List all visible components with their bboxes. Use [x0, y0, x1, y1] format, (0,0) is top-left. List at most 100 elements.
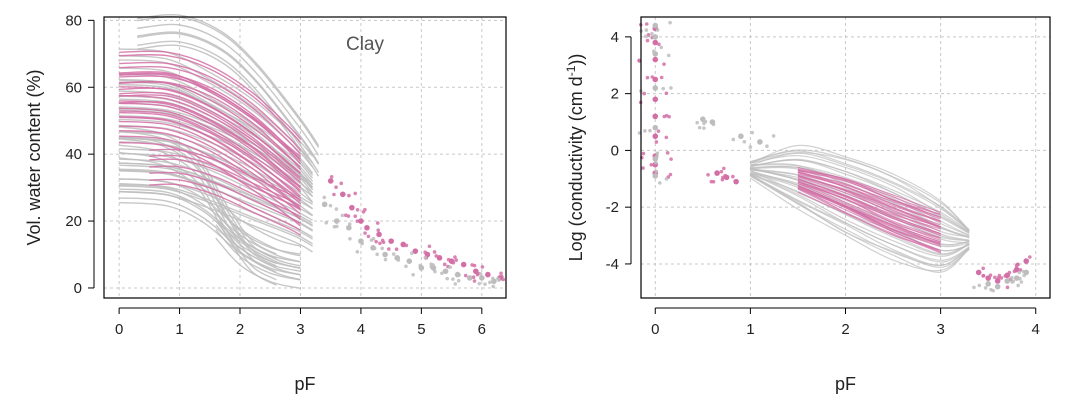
data-point	[1017, 270, 1022, 275]
data-point	[652, 124, 659, 131]
series-curve	[119, 190, 301, 270]
data-point	[652, 113, 659, 120]
y-axis-label-main: Log (conductivity (cm d	[566, 76, 586, 261]
data-point	[334, 185, 338, 190]
data-point	[649, 162, 654, 167]
data-point	[1013, 275, 1020, 281]
data-point	[1007, 270, 1012, 275]
series-curve	[215, 211, 301, 263]
data-point	[483, 282, 487, 286]
data-point	[985, 281, 991, 287]
data-point	[733, 178, 739, 185]
data-point	[664, 177, 669, 181]
y-axis-label: Vol. water content (%)	[24, 69, 44, 245]
series-curve	[149, 165, 301, 218]
data-point	[669, 86, 673, 90]
plot-frame	[640, 16, 1051, 299]
data-point	[499, 271, 503, 276]
series-curve	[119, 182, 313, 245]
data-point	[448, 265, 453, 270]
data-point	[442, 262, 447, 267]
data-point	[644, 28, 649, 32]
series-curve	[137, 40, 320, 173]
data-point	[645, 75, 650, 80]
data-point	[657, 42, 661, 47]
data-point	[765, 144, 769, 149]
data-point	[654, 169, 659, 174]
data-point	[412, 248, 419, 254]
series-curve	[119, 102, 301, 191]
data-point	[500, 274, 504, 279]
data-point	[742, 139, 747, 144]
y-tick-label: 20	[65, 213, 82, 230]
series-curve	[797, 166, 941, 216]
data-point	[348, 236, 352, 241]
data-point	[372, 246, 377, 251]
data-point	[666, 53, 671, 58]
data-point	[442, 268, 449, 275]
y-tick-label: 60	[65, 79, 82, 96]
data-point	[394, 255, 400, 261]
data-point	[466, 275, 473, 281]
data-point	[375, 221, 380, 225]
data-point	[714, 170, 720, 176]
data-point	[404, 264, 408, 269]
data-point	[695, 120, 700, 125]
y-axis-label-superscript: -1	[564, 65, 578, 76]
data-point	[431, 263, 435, 267]
plot-frame	[103, 16, 507, 299]
series-curve	[137, 31, 320, 164]
data-point	[637, 131, 642, 135]
x-tick-label: 0	[651, 321, 659, 338]
data-point	[1006, 278, 1010, 283]
x-tick-label: 1	[746, 321, 754, 338]
series-curve	[750, 152, 970, 232]
series-curve	[119, 81, 301, 168]
data-point	[383, 257, 388, 262]
data-point	[654, 140, 659, 144]
series-curve	[750, 175, 970, 267]
series-curve	[149, 183, 301, 236]
data-point	[643, 129, 647, 133]
data-point	[423, 255, 428, 260]
data-point	[659, 45, 664, 50]
chart-panel-2: 0 1 2 3 4 -4 -2 0 2 4 pF Log (conductivity (cm d-1)…	[564, 16, 1051, 394]
y-tick-label: 0	[611, 142, 619, 159]
data-point	[363, 231, 367, 235]
data-point	[999, 276, 1004, 280]
data-point	[646, 33, 651, 37]
series-4	[637, 20, 1030, 293]
series-curve	[750, 158, 970, 233]
series-curve	[797, 188, 941, 251]
series-curve	[119, 61, 302, 151]
series-curve	[215, 224, 301, 276]
data-point	[641, 166, 645, 170]
x-tick-label: 2	[841, 321, 849, 338]
data-point	[380, 246, 384, 251]
data-point	[436, 255, 443, 261]
series-curve	[215, 217, 301, 269]
series-2	[797, 166, 941, 254]
data-point	[989, 287, 993, 292]
data-point	[334, 224, 339, 229]
series-curve	[119, 53, 302, 144]
data-point	[655, 151, 660, 155]
series-curve	[119, 129, 301, 215]
y-tick-label: 40	[65, 146, 82, 163]
data-point	[332, 192, 336, 197]
data-point	[1010, 276, 1014, 280]
data-point	[355, 250, 360, 254]
data-point	[375, 252, 379, 257]
data-point	[731, 174, 735, 179]
data-point	[378, 241, 382, 246]
data-point	[347, 193, 351, 198]
data-point	[339, 191, 346, 198]
data-point	[994, 278, 1001, 284]
data-point	[1023, 258, 1030, 264]
data-point	[394, 247, 399, 252]
data-point	[738, 133, 744, 140]
data-point	[479, 275, 485, 281]
y-tick-label: 4	[611, 29, 619, 46]
data-point	[642, 91, 647, 96]
data-point	[419, 264, 423, 269]
